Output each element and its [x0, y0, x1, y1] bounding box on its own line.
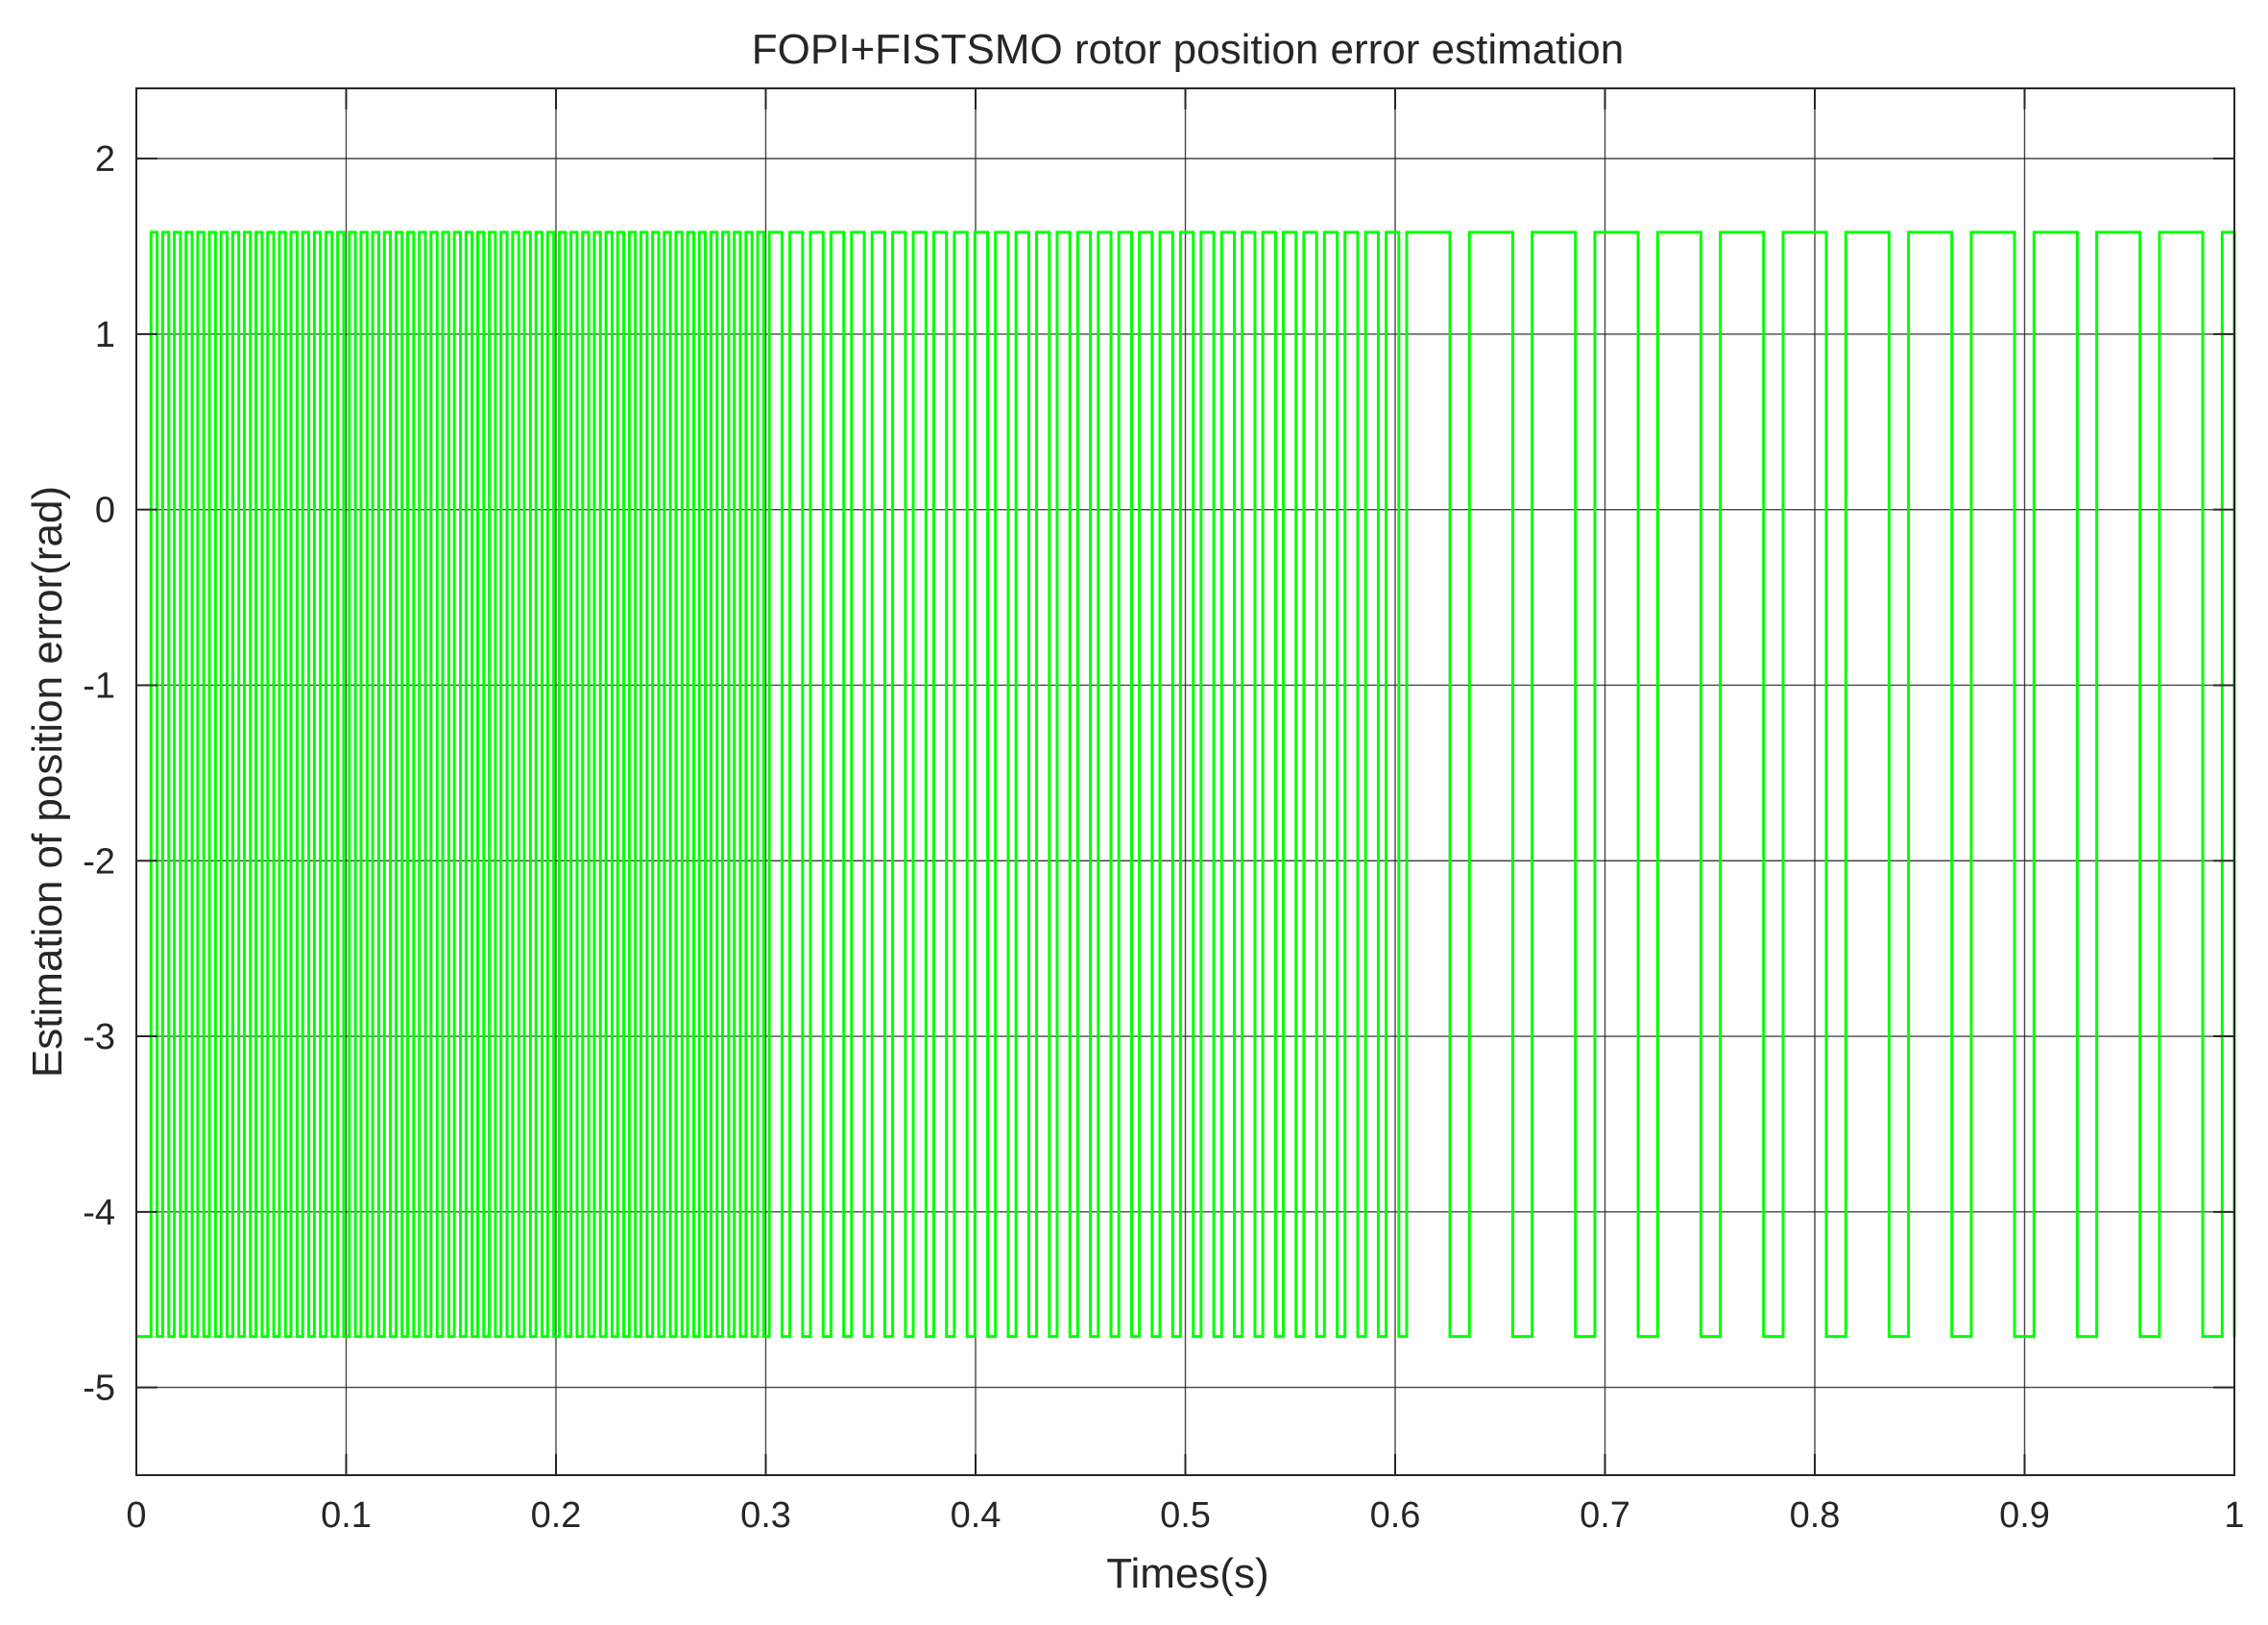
- x-tick-label: 0.9: [1999, 1495, 2050, 1536]
- x-tick-label: 0.6: [1370, 1495, 1421, 1536]
- x-tick-label: 0: [126, 1495, 146, 1536]
- x-axis-label: Times(s): [1106, 1550, 1268, 1597]
- y-tick-label: -5: [83, 1369, 115, 1409]
- tick-marks: [135, 88, 2235, 1475]
- y-tick-label: -1: [83, 666, 115, 706]
- x-tick-labels: 0 0.1 0.2 0.3 0.4 0.5 0.6 0.7 0.8 0.9 1: [126, 1495, 2244, 1536]
- x-tick-label: 1: [2224, 1495, 2244, 1536]
- x-tick-label: 0.2: [531, 1495, 582, 1536]
- x-tick-label: 0.7: [1580, 1495, 1630, 1536]
- y-tick-label: 1: [95, 315, 115, 355]
- x-tick-label: 0.3: [740, 1495, 791, 1536]
- x-tick-label: 0.4: [951, 1495, 1001, 1536]
- grid-lines: [136, 88, 2234, 1475]
- signal-layer: [136, 230, 2236, 1339]
- chart-title: FOPI+FISTSMO rotor position error estima…: [752, 26, 1624, 73]
- series-line-0: [136, 230, 2236, 1339]
- y-tick-label: -4: [83, 1193, 115, 1233]
- x-tick-label: 0.8: [1790, 1495, 1841, 1536]
- x-tick-label: 0.5: [1160, 1495, 1211, 1536]
- y-tick-label: -2: [83, 841, 115, 882]
- y-tick-label: 2: [95, 139, 115, 180]
- x-tick-label: 0.1: [321, 1495, 372, 1536]
- y-tick-label: -3: [83, 1017, 115, 1057]
- y-tick-labels: 2 1 0 -1 -2 -3 -4 -5: [83, 139, 115, 1408]
- y-axis-label: Estimation of position error(rad): [24, 486, 71, 1078]
- y-tick-label: 0: [95, 491, 115, 531]
